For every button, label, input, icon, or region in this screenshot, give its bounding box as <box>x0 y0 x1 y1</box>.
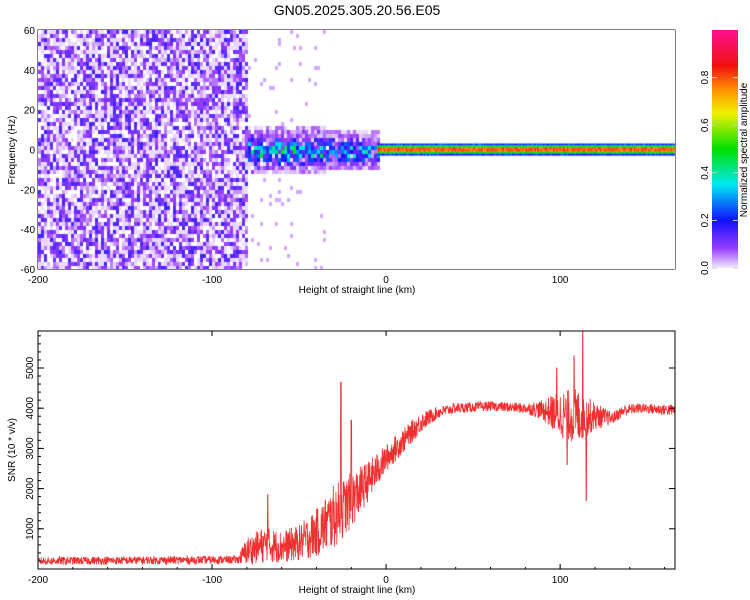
spectrogram-heatmap <box>38 30 675 269</box>
y-tick-label: 1000 <box>25 517 36 540</box>
y-tick-label: 3000 <box>25 437 36 460</box>
colorbar-tick-label: 0.2 <box>700 213 711 227</box>
colorbar: 0.0 0.2 0.4 0.6 0.8 <box>700 30 738 275</box>
x-tick-label: -200 <box>28 575 48 586</box>
colorbar-label: Normalized spectral amplitude <box>739 82 750 217</box>
y-tick-label: 0 <box>29 146 35 157</box>
colorbar-tick-label: 0.0 <box>700 261 711 275</box>
x-tick-label: 100 <box>552 575 569 586</box>
snr-series-line <box>37 331 676 566</box>
colorbar-swatch <box>712 30 738 268</box>
x-tick-label: 0 <box>383 575 389 586</box>
y-tick-label: -40 <box>21 225 36 236</box>
top-ylabel: Frequency (Hz) <box>7 116 18 185</box>
x-tick-label: 100 <box>552 275 569 286</box>
plot-frame <box>37 330 676 570</box>
x-tick-label: -200 <box>28 275 48 286</box>
bottom-xlabel: Height of straight line (km) <box>299 585 416 596</box>
y-tick-label: 4000 <box>25 397 36 420</box>
y-tick-label: -60 <box>21 265 36 276</box>
chart-title: GN05.2025.305.20.56.E05 <box>274 2 441 18</box>
x-tick-label: -100 <box>202 275 222 286</box>
y-tick-label: 5000 <box>25 356 36 379</box>
snr-axes: -200 -100 0 100 1000 2000 3000 4000 5000 <box>25 330 676 586</box>
top-xlabel: Height of straight line (km) <box>299 285 416 296</box>
y-tick-label: 60 <box>24 26 36 37</box>
y-tick-label: 2000 <box>25 477 36 500</box>
y-tick-label: 20 <box>24 106 36 117</box>
bottom-ylabel: SNR (10 * v/v) <box>7 418 18 482</box>
colorbar-tick-label: 0.8 <box>700 70 711 84</box>
colorbar-tick-label: 0.6 <box>700 118 711 132</box>
x-tick-label: -100 <box>202 575 222 586</box>
x-tick-label: 0 <box>383 275 389 286</box>
y-tick-label: 40 <box>24 66 36 77</box>
y-tick-label: -20 <box>21 185 36 196</box>
colorbar-tick-label: 0.4 <box>700 165 711 179</box>
